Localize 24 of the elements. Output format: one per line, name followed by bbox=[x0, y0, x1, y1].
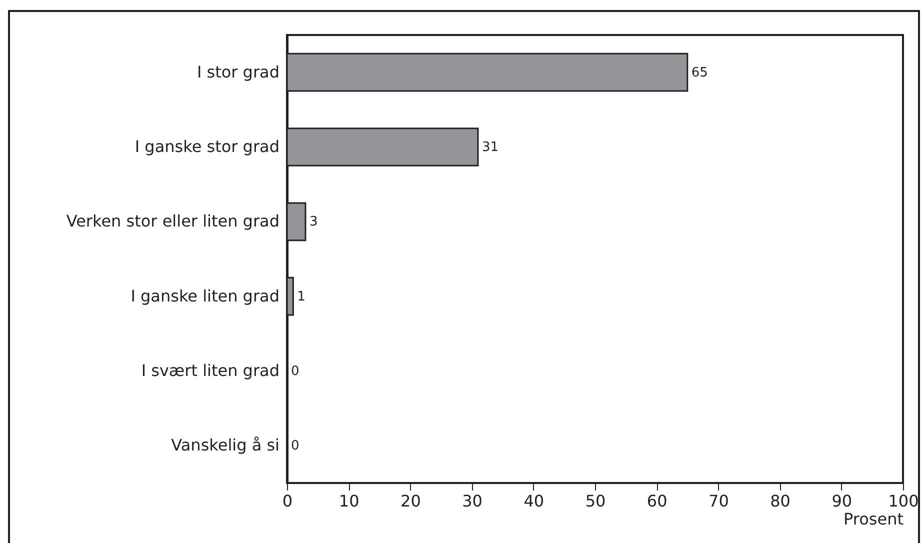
x-tick-label: 50 bbox=[585, 492, 606, 510]
x-tick-label: 70 bbox=[708, 492, 729, 510]
x-tick-label: 60 bbox=[646, 492, 668, 510]
y-tick-label: I svært liten grad bbox=[141, 361, 280, 380]
y-tick-label: Verken stor eller liten grad bbox=[66, 212, 280, 231]
x-tick-label: 80 bbox=[770, 492, 790, 510]
data-label: 65 bbox=[691, 65, 708, 80]
x-tick-label: 10 bbox=[338, 492, 360, 510]
y-tick-label: I ganske stor grad bbox=[134, 137, 280, 156]
y-tick-label: I ganske liten grad bbox=[130, 286, 280, 306]
x-tick-label: 30 bbox=[462, 492, 482, 510]
x-tick-label: 40 bbox=[524, 492, 544, 510]
y-tick-label: Vanskelig å si bbox=[171, 436, 280, 455]
x-tick-label: 0 bbox=[282, 492, 293, 510]
y-tick-label: I stor grad bbox=[196, 62, 280, 82]
data-label: 0 bbox=[291, 364, 300, 379]
data-label: 0 bbox=[291, 438, 300, 454]
x-axis-title: Prosent bbox=[844, 510, 904, 528]
x-tick-label: 20 bbox=[400, 492, 421, 510]
data-label: 31 bbox=[482, 140, 499, 155]
data-label: 1 bbox=[297, 289, 306, 304]
x-tick-label: 100 bbox=[888, 492, 919, 510]
data-label: 3 bbox=[309, 214, 318, 230]
x-tick-label: 90 bbox=[832, 492, 852, 510]
